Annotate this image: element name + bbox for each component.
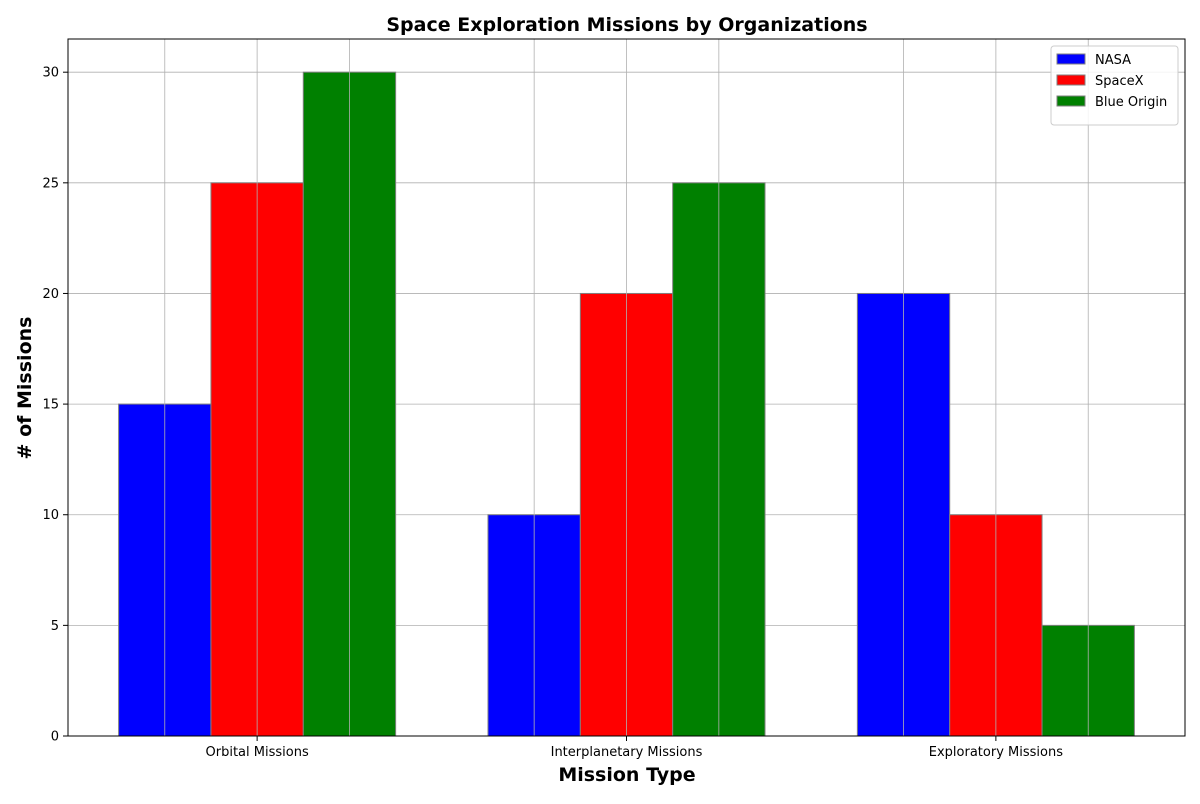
y-tick-label: 25 — [42, 176, 59, 191]
y-tick-label: 10 — [42, 508, 59, 523]
x-tick-label: Interplanetary Missions — [551, 745, 703, 760]
legend-label: NASA — [1095, 53, 1131, 68]
y-tick-label: 15 — [42, 398, 59, 413]
y-tick-label: 5 — [51, 619, 59, 634]
legend-swatch — [1057, 96, 1085, 106]
y-tick-label: 30 — [42, 66, 59, 81]
legend-swatch — [1057, 75, 1085, 85]
y-axis-label: # of Missions — [14, 317, 36, 460]
legend-swatch — [1057, 54, 1085, 64]
x-tick-label: Orbital Missions — [206, 745, 309, 760]
legend-label: SpaceX — [1095, 74, 1144, 89]
legend-label: Blue Origin — [1095, 95, 1167, 110]
x-axis-label: Mission Type — [558, 764, 695, 786]
chart-title: Space Exploration Missions by Organizati… — [386, 14, 867, 36]
x-tick-label: Exploratory Missions — [929, 745, 1063, 760]
y-tick-label: 0 — [51, 730, 59, 745]
y-tick-label: 20 — [42, 287, 59, 302]
legend: NASA SpaceX Blue Origin — [1051, 46, 1178, 125]
